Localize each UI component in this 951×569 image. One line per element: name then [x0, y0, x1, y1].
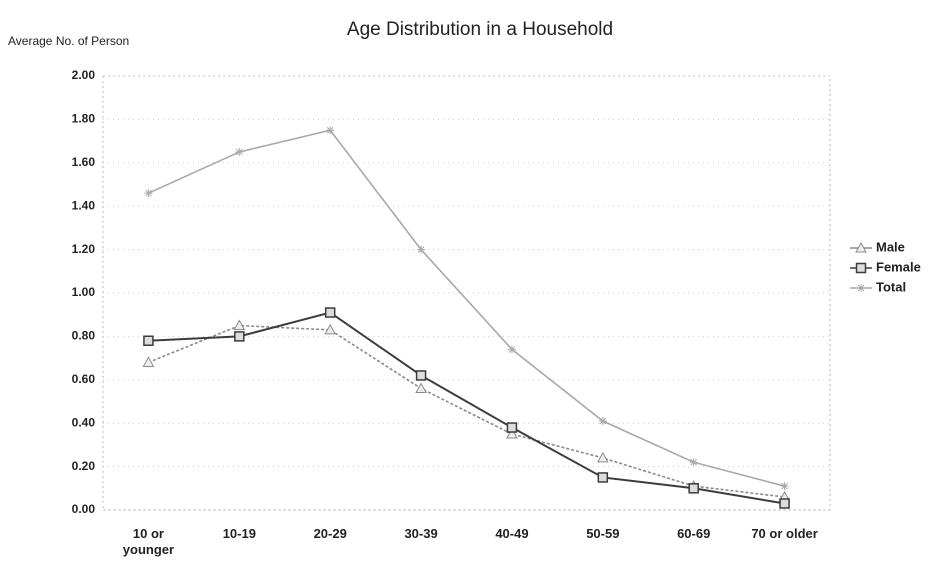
- series-line: [148, 311, 785, 505]
- y-tick-label: 2.00: [72, 68, 96, 82]
- y-tick-label: 1.00: [72, 285, 96, 299]
- marker: [596, 451, 609, 463]
- marker: [233, 319, 246, 331]
- series-line: [148, 324, 785, 498]
- marker: [324, 323, 337, 335]
- marker: [506, 422, 518, 433]
- marker: [415, 382, 427, 393]
- marker: [417, 245, 426, 254]
- marker: [235, 147, 244, 156]
- y-tick-label: 1.60: [72, 155, 96, 169]
- chart-title: Age Distribution in a Household: [347, 19, 613, 40]
- marker: [324, 307, 336, 318]
- x-tick-label: 10 or younger: [122, 526, 175, 557]
- legend-marker: [855, 241, 867, 253]
- y-tick-label: 0.20: [72, 459, 96, 473]
- y-tick-label: 0.40: [72, 415, 96, 429]
- legend-label: Male: [876, 239, 905, 254]
- marker: [780, 482, 789, 491]
- y-tick-label: 1.80: [72, 112, 96, 126]
- marker: [326, 126, 335, 135]
- legend-marker: [857, 284, 865, 292]
- marker: [234, 331, 245, 342]
- legend-marker: [855, 262, 867, 274]
- marker: [689, 458, 698, 467]
- y-tick-label: 0.60: [72, 372, 96, 386]
- marker: [598, 417, 607, 426]
- y-tick-label: 0.00: [72, 502, 96, 516]
- y-tick-label: 1.20: [72, 242, 96, 256]
- legend-label: Female: [876, 259, 921, 274]
- series-line: [148, 129, 785, 487]
- plot-area: [102, 75, 831, 511]
- marker: [688, 483, 699, 494]
- marker: [142, 356, 155, 367]
- marker: [597, 472, 609, 483]
- legend-label: Total: [876, 279, 906, 294]
- marker: [143, 335, 154, 346]
- x-tick-label: 10-19: [222, 526, 256, 541]
- y-tick-label: 1.40: [72, 198, 96, 212]
- y-tick-label: 0.80: [72, 329, 96, 343]
- marker: [507, 345, 516, 354]
- x-tick-label: 50-59: [586, 526, 620, 541]
- marker: [779, 498, 790, 509]
- marker: [415, 370, 427, 381]
- marker: [506, 428, 518, 439]
- y-axis-label: Average No. of Person: [8, 34, 129, 48]
- x-tick-label: 60-69: [677, 526, 711, 541]
- x-tick-label: 30-39: [404, 526, 438, 541]
- marker: [144, 189, 153, 198]
- x-tick-label: 70 or older: [751, 526, 818, 541]
- x-tick-label: 40-49: [495, 526, 529, 541]
- x-tick-label: 20-29: [313, 526, 347, 541]
